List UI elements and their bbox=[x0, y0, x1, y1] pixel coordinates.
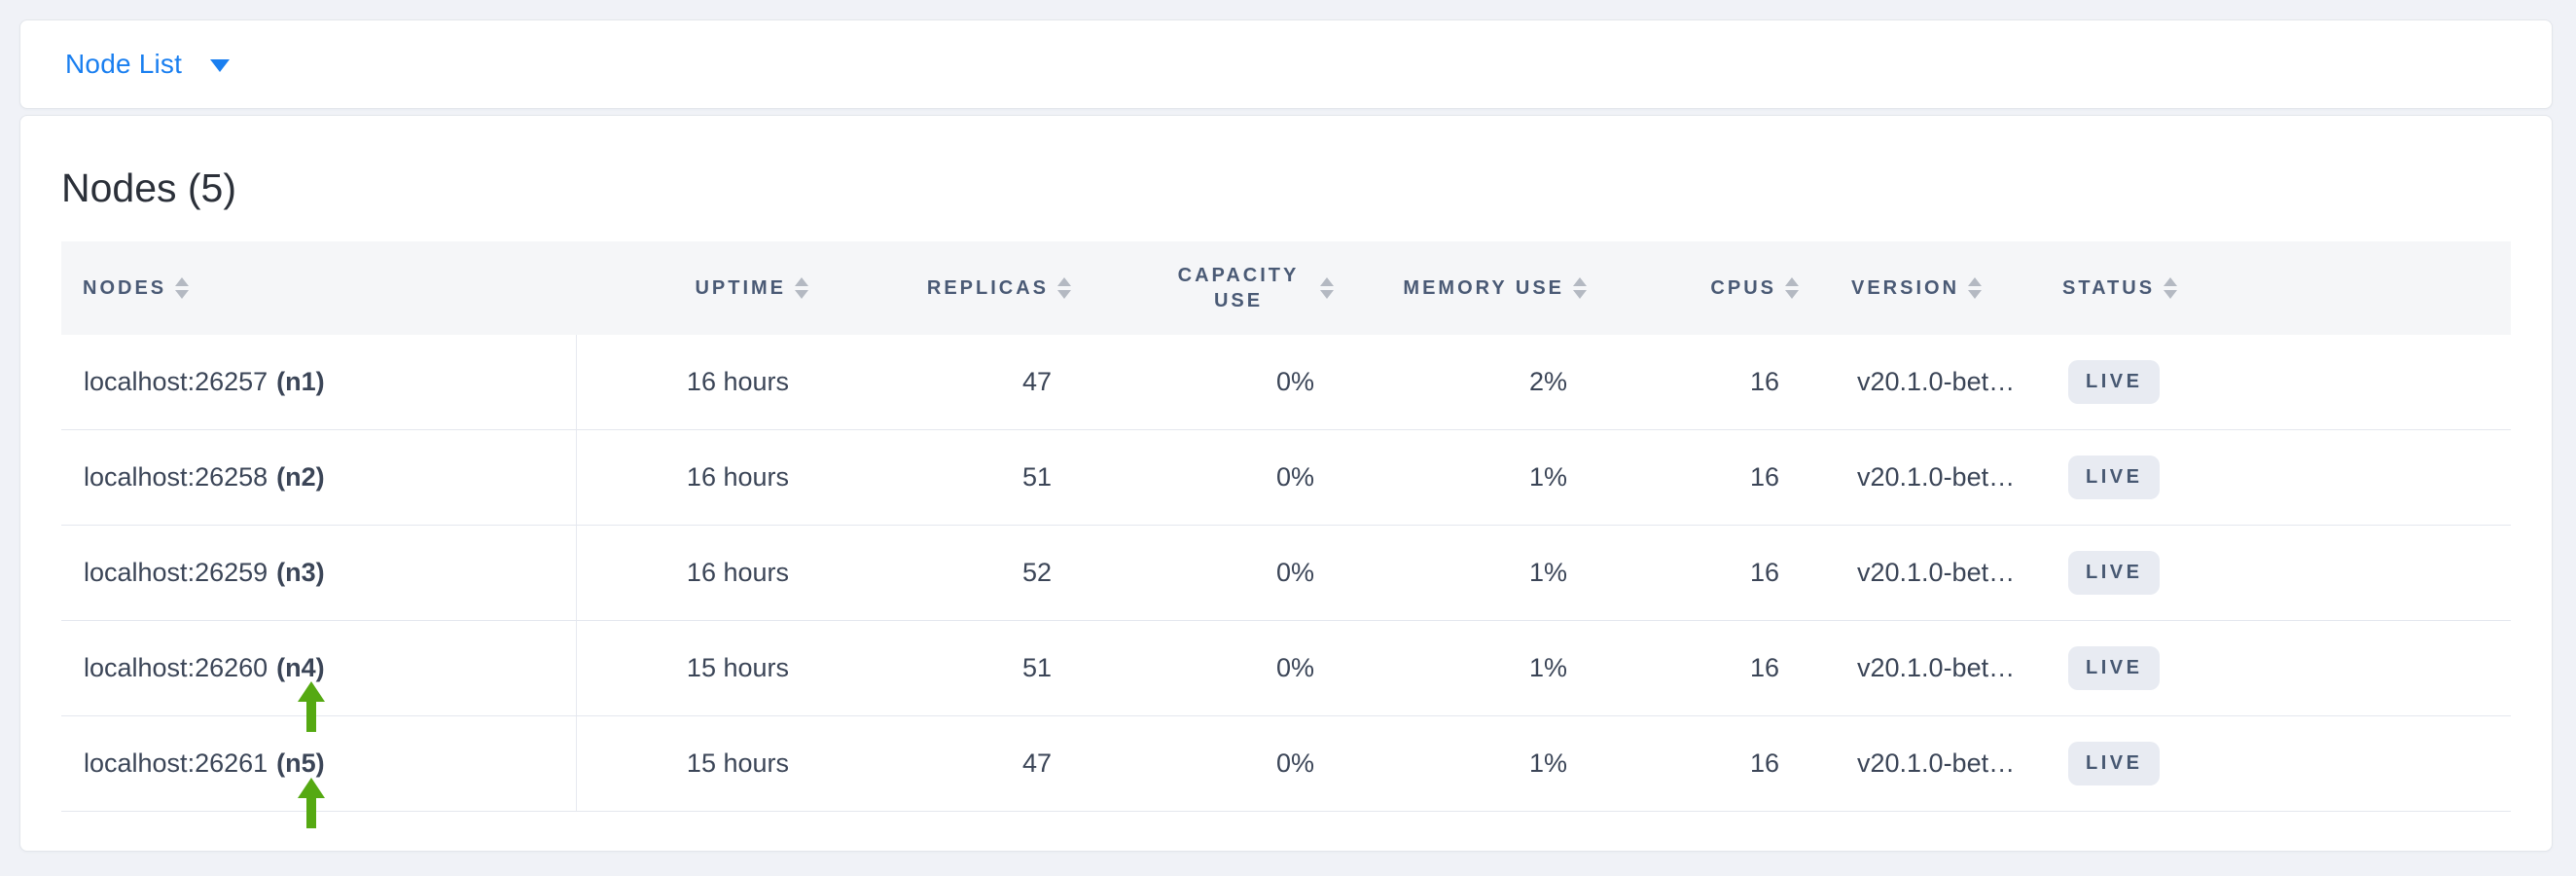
annotation-arrow-up-icon bbox=[298, 681, 325, 732]
sort-icon bbox=[2164, 277, 2178, 299]
node-list-dropdown-label: Node List bbox=[65, 49, 183, 79]
uptime-cell: 15 hours bbox=[686, 653, 789, 682]
node-address: localhost:26260 bbox=[84, 653, 268, 682]
node-address: localhost:26258 bbox=[84, 462, 268, 492]
uptime-cell: 16 hours bbox=[686, 462, 789, 492]
table-row: localhost:26257 (n1) 16 hours 47 0% 2% 1… bbox=[61, 335, 2511, 430]
uptime-cell: 16 hours bbox=[686, 367, 789, 396]
replicas-cell: 47 bbox=[1021, 748, 1052, 778]
node-id: (n1) bbox=[276, 367, 325, 396]
status-cell: LIVE bbox=[2039, 526, 2511, 620]
capacity-use-cell: 0% bbox=[1275, 558, 1314, 587]
node-list-dropdown[interactable]: Node List bbox=[65, 49, 231, 80]
column-header-cpus[interactable]: CPUS bbox=[1608, 241, 1820, 335]
replicas-cell: 51 bbox=[1021, 653, 1052, 682]
memory-use-cell: 1% bbox=[1528, 462, 1567, 492]
uptime-cell: 16 hours bbox=[686, 558, 789, 587]
nodes-panel: Nodes (5) NODES UPTIME REPLICAS CAPACITY… bbox=[19, 115, 2553, 852]
status-cell: LIVE bbox=[2039, 621, 2511, 715]
node-address-cell: localhost:26261 (n5) bbox=[61, 716, 577, 811]
version-cell: v20.1.0-bet… bbox=[1857, 653, 2016, 682]
node-address: localhost:26257 bbox=[84, 367, 268, 396]
cpus-cell: 16 bbox=[1749, 748, 1779, 778]
sort-icon bbox=[1057, 277, 1071, 299]
memory-use-cell: 1% bbox=[1528, 558, 1567, 587]
sort-icon bbox=[1573, 277, 1587, 299]
column-header-replicas[interactable]: REPLICAS bbox=[830, 241, 1092, 335]
uptime-cell: 15 hours bbox=[686, 748, 789, 778]
cpus-cell: 16 bbox=[1749, 653, 1779, 682]
chevron-down-icon bbox=[210, 59, 231, 72]
memory-use-cell: 1% bbox=[1528, 748, 1567, 778]
cpus-cell: 16 bbox=[1749, 462, 1779, 492]
column-header-uptime[interactable]: UPTIME bbox=[577, 241, 830, 335]
replicas-cell: 52 bbox=[1021, 558, 1052, 587]
sort-icon bbox=[1785, 277, 1799, 299]
node-id: (n3) bbox=[276, 558, 325, 587]
page-title: Nodes (5) bbox=[61, 165, 237, 210]
column-header-nodes[interactable]: NODES bbox=[61, 241, 577, 335]
node-address: localhost:26261 bbox=[84, 748, 268, 778]
version-cell: v20.1.0-bet… bbox=[1857, 367, 2016, 396]
table-row: localhost:26260 (n4) 15 hours 51 0% 1% 1… bbox=[61, 621, 2511, 716]
status-cell: LIVE bbox=[2039, 430, 2511, 525]
table-header-row: NODES UPTIME REPLICAS CAPACITY USE MEMOR… bbox=[61, 241, 2511, 335]
capacity-use-cell: 0% bbox=[1275, 367, 1314, 396]
version-cell: v20.1.0-bet… bbox=[1857, 462, 2016, 492]
node-id: (n4) bbox=[276, 653, 325, 682]
table-row: localhost:26258 (n2) 16 hours 51 0% 1% 1… bbox=[61, 430, 2511, 526]
version-cell: v20.1.0-bet… bbox=[1857, 558, 2016, 587]
node-address-cell: localhost:26260 (n4) bbox=[61, 621, 577, 715]
node-address: localhost:26259 bbox=[84, 558, 268, 587]
node-id: (n2) bbox=[276, 462, 325, 492]
node-address-cell: localhost:26258 (n2) bbox=[61, 430, 577, 525]
version-cell: v20.1.0-bet… bbox=[1857, 748, 2016, 778]
status-badge: LIVE bbox=[2068, 551, 2161, 595]
cpus-cell: 16 bbox=[1749, 367, 1779, 396]
capacity-use-cell: 0% bbox=[1275, 748, 1314, 778]
node-address-cell: localhost:26259 (n3) bbox=[61, 526, 577, 620]
memory-use-cell: 2% bbox=[1528, 367, 1567, 396]
sort-icon bbox=[175, 277, 190, 299]
column-header-capacity-use[interactable]: CAPACITY USE bbox=[1092, 241, 1355, 335]
status-badge: LIVE bbox=[2068, 456, 2161, 499]
view-mode-bar: Node List bbox=[19, 19, 2553, 109]
capacity-use-cell: 0% bbox=[1275, 462, 1314, 492]
table-row: localhost:26259 (n3) 16 hours 52 0% 1% 1… bbox=[61, 526, 2511, 621]
cpus-cell: 16 bbox=[1749, 558, 1779, 587]
status-badge: LIVE bbox=[2068, 360, 2161, 404]
memory-use-cell: 1% bbox=[1528, 653, 1567, 682]
nodes-table: NODES UPTIME REPLICAS CAPACITY USE MEMOR… bbox=[61, 241, 2511, 812]
status-badge: LIVE bbox=[2068, 742, 2161, 785]
status-cell: LIVE bbox=[2039, 716, 2511, 811]
status-cell: LIVE bbox=[2039, 335, 2511, 429]
sort-icon bbox=[795, 277, 808, 299]
node-address-cell: localhost:26257 (n1) bbox=[61, 335, 577, 429]
table-row: localhost:26261 (n5) 15 hours 47 0% 1% 1… bbox=[61, 716, 2511, 812]
replicas-cell: 47 bbox=[1021, 367, 1052, 396]
column-header-version[interactable]: VERSION bbox=[1820, 241, 2039, 335]
replicas-cell: 51 bbox=[1021, 462, 1052, 492]
node-id: (n5) bbox=[276, 748, 325, 778]
status-badge: LIVE bbox=[2068, 646, 2161, 690]
capacity-use-cell: 0% bbox=[1275, 653, 1314, 682]
annotation-arrow-up-icon bbox=[298, 778, 325, 828]
sort-icon bbox=[1320, 277, 1334, 299]
column-header-memory-use[interactable]: MEMORY USE bbox=[1355, 241, 1608, 335]
column-header-status[interactable]: STATUS bbox=[2039, 241, 2511, 335]
sort-icon bbox=[1968, 277, 1983, 299]
